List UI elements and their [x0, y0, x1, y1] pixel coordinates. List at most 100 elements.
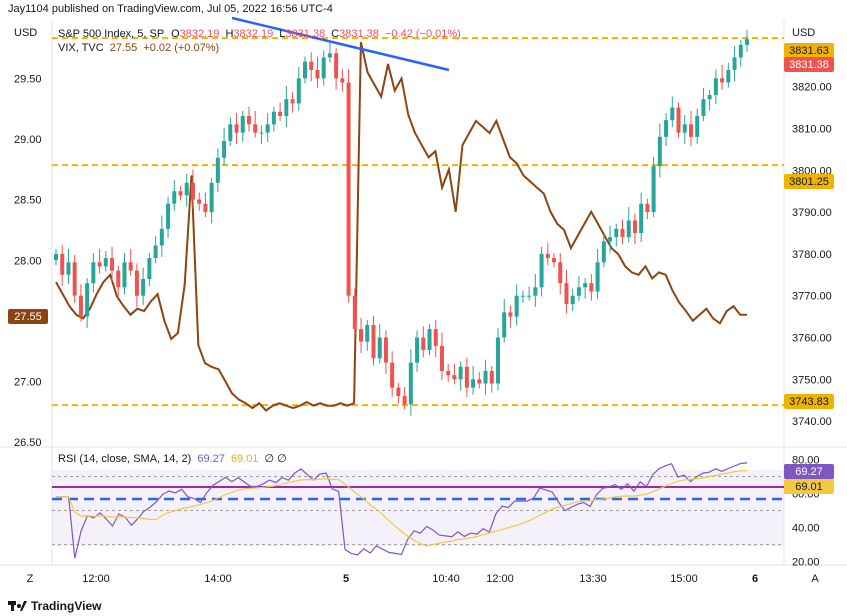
candle-body: [172, 191, 177, 204]
price-tick-label: 3770.00: [792, 291, 832, 303]
candle-body: [246, 115, 251, 125]
candle-body: [446, 370, 451, 376]
candle-body: [383, 337, 388, 363]
candle-body: [222, 141, 227, 158]
candle-body: [508, 312, 513, 317]
candle-body: [632, 220, 637, 233]
candle-body: [346, 82, 351, 296]
time-tick-label: 14:00: [204, 573, 232, 585]
candle-body: [122, 262, 127, 288]
trend-line[interactable]: [231, 16, 450, 72]
candle-body: [178, 191, 183, 196]
candle-body: [552, 258, 557, 263]
candle-body: [695, 115, 700, 137]
legend-high-value: 3832.19: [233, 28, 274, 40]
candle-body: [545, 253, 550, 259]
candle-body: [701, 99, 706, 116]
candle-body: [103, 258, 108, 267]
candle-body: [271, 111, 276, 125]
candle-body: [639, 203, 644, 233]
candle-body: [720, 78, 725, 83]
left-vix-axis[interactable]: 29.50 29.00 28.50 28.00 27.00 26.50: [14, 74, 42, 449]
candle-body: [601, 241, 606, 263]
rsi-pane: [52, 462, 784, 559]
vix-tick-label: 29.50: [14, 74, 42, 86]
candle-body: [166, 203, 171, 229]
candle-body: [489, 370, 494, 384]
publisher-line: Jay1104 published on TradingView.com, Ju…: [8, 3, 333, 15]
candle-body: [184, 182, 189, 196]
candle-body: [452, 375, 457, 380]
vix-tick-label: 29.00: [14, 134, 42, 146]
legend-close-label: C: [331, 28, 340, 40]
candle-body: [159, 228, 164, 246]
candle-body: [408, 362, 413, 405]
legend-open-label: O: [171, 28, 180, 40]
candle-body: [645, 203, 650, 213]
candle-body: [651, 166, 656, 213]
candle-body: [197, 199, 202, 204]
price-tag-text: 3801.25: [789, 176, 829, 188]
candle-body: [72, 262, 77, 296]
vix-tick-label: 28.50: [14, 195, 42, 207]
price-tag-3831-38: 3831.38: [784, 57, 834, 72]
candle-body: [240, 115, 245, 133]
candle-body: [78, 295, 83, 317]
vix-legend-change: +0.02 (+0.07%): [143, 42, 220, 54]
candle-body: [402, 396, 407, 405]
candle-body: [745, 39, 749, 45]
price-tag-3801-25: 3801.25: [784, 174, 834, 189]
price-tick-label: 3780.00: [792, 249, 832, 261]
candle-body: [390, 362, 395, 388]
vix-value-tag: 27.55: [8, 309, 48, 324]
candle-body: [259, 132, 264, 134]
time-tick-label: 6: [752, 573, 758, 585]
rsi-legend-value: 69.27: [197, 453, 225, 465]
candle-body: [707, 95, 712, 100]
price-tag-text: 3743.83: [789, 396, 829, 408]
candle-body: [377, 337, 382, 359]
candle-body: [608, 237, 613, 242]
rsi-sma-tag-text: 69.01: [795, 481, 823, 493]
candle-body: [732, 57, 737, 70]
main-pane[interactable]: [52, 24, 784, 442]
candle-body: [495, 337, 500, 384]
candle-body: [688, 124, 693, 137]
time-tick-label: 10:40: [432, 573, 460, 585]
horizontal-levels: [52, 37, 784, 407]
price-tag-text: 3831.38: [789, 59, 829, 71]
candle-body: [421, 337, 426, 351]
rsi-legend[interactable]: RSI (14, close, SMA, 14, 2) 69.27 69.01 …: [58, 452, 287, 465]
candle-body: [620, 228, 625, 238]
candle-body: [626, 220, 631, 238]
candle-body: [365, 324, 370, 342]
rsi-tick-label: 40.00: [792, 523, 820, 535]
rsi-tick-label: 80.00: [792, 455, 820, 467]
candle-body: [296, 78, 301, 104]
candle-body: [477, 379, 482, 384]
price-tick-label: 3750.00: [792, 374, 832, 386]
candle-body: [284, 99, 289, 116]
main-legend[interactable]: S&P 500 Index, 5, SP O3832.19 H3832.19 L…: [58, 28, 461, 40]
zoom-reset-button[interactable]: Z: [27, 573, 34, 585]
legend-low-label: L: [279, 28, 286, 40]
logo-text: TradingView: [31, 599, 102, 613]
time-axis[interactable]: 12:00 14:00 5 10:40 12:00 13:30 15:00 6: [82, 573, 758, 585]
candle-body: [309, 61, 314, 70]
currency-label-left: USD: [14, 27, 38, 39]
candle-body: [253, 124, 258, 133]
time-tick-label: 12:00: [486, 573, 514, 585]
candle-body: [359, 329, 364, 342]
candle-body: [134, 270, 139, 296]
candle-body: [190, 182, 195, 200]
candle-body: [203, 203, 208, 213]
right-price-axis[interactable]: 3820.003810.003800.003790.003780.003770.…: [792, 82, 832, 428]
rsi-sma-line: [56, 469, 748, 547]
vix-legend[interactable]: VIX, TVC 27.55 +0.02 (+0.07%): [58, 42, 219, 54]
candle-body: [670, 107, 675, 121]
legend-close-value: 3831.38: [339, 28, 379, 40]
candle-body: [576, 287, 581, 296]
auto-scale-button[interactable]: A: [811, 573, 819, 585]
candle-body: [439, 345, 444, 371]
